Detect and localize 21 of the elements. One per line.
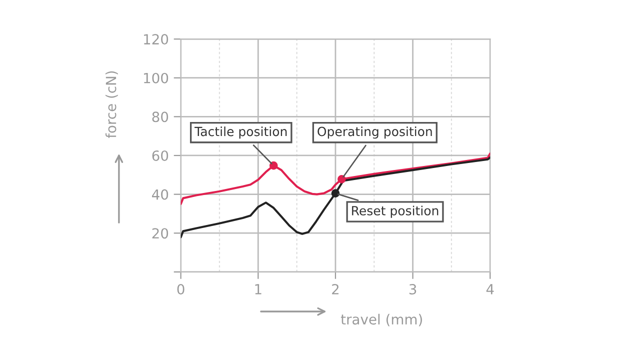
- point: [269, 161, 278, 170]
- x-tick-label: 0: [177, 284, 184, 294]
- y-tick-label: 100: [144, 72, 168, 84]
- annotation: Tactile position: [194, 126, 287, 139]
- x-tick-label: 1: [255, 284, 262, 294]
- y-tick-label: 40: [152, 189, 168, 200]
- y-tick-label: 20: [152, 228, 168, 239]
- line-series: [180, 156, 490, 238]
- point: [337, 175, 346, 184]
- x-tick-label: 3: [409, 284, 416, 294]
- x-tick-label: 4: [486, 284, 494, 294]
- line-series: [180, 152, 490, 206]
- annotation: Operating position: [318, 126, 432, 139]
- y-tick-label: 60: [152, 150, 168, 161]
- x-tick-label: 2: [332, 284, 338, 294]
- point: [331, 189, 340, 198]
- x-axis-title: travel (mm): [340, 314, 422, 326]
- y-tick-label: 120: [144, 34, 168, 45]
- annotation: Reset position: [352, 206, 438, 218]
- y-tick-label: 80: [152, 112, 168, 122]
- y-axis-title: force (cN): [106, 71, 118, 138]
